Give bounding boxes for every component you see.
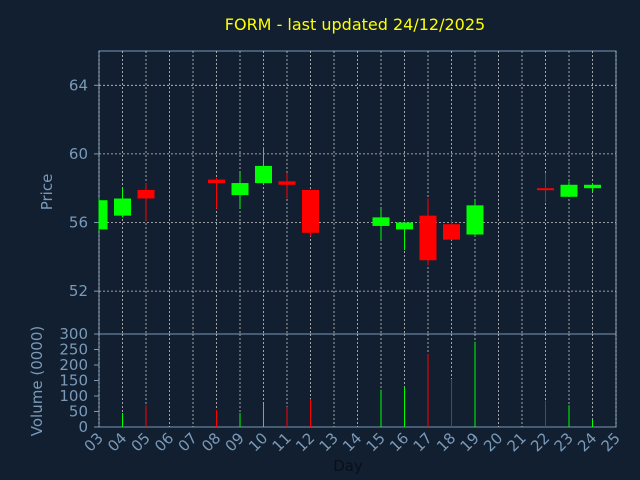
x-tick-label: 12 <box>292 429 318 455</box>
candle-03 <box>98 198 108 232</box>
candle-body <box>372 217 390 226</box>
volume-grid <box>98 334 617 427</box>
x-tick-label: 25 <box>598 429 624 455</box>
candle-body <box>419 215 437 261</box>
x-tick-label: 06 <box>151 429 177 455</box>
candle-body <box>255 165 272 184</box>
x-tick-label: 21 <box>504 429 530 455</box>
x-tick-label: 24 <box>574 429 600 455</box>
x-tick-label: 18 <box>433 429 459 455</box>
candle-24 <box>584 183 601 192</box>
candle-22 <box>537 172 554 202</box>
candle-16 <box>396 222 413 250</box>
candle-19 <box>466 200 484 237</box>
candle-05 <box>137 183 155 221</box>
candle-23 <box>560 181 578 197</box>
candle-body <box>560 184 578 197</box>
candle-08 <box>208 177 225 209</box>
price-y-ticks: 52 56 60 64 <box>69 76 99 300</box>
candle-15 <box>372 208 390 240</box>
volume-bars <box>122 341 593 427</box>
volume-tick-label: 300 <box>59 325 88 343</box>
price-tick-label: 60 <box>69 145 88 163</box>
x-tick-label: 05 <box>128 429 154 455</box>
candle-18 <box>443 219 460 240</box>
x-tick-label: 10 <box>245 429 271 455</box>
price-axis-label: Price <box>38 174 56 211</box>
x-tick-label: 22 <box>527 429 553 455</box>
x-ticks: 0304050607080910111213141516171819202122… <box>81 429 624 455</box>
x-tick-label: 15 <box>363 429 389 455</box>
x-tick-label: 13 <box>316 429 342 455</box>
candle-body <box>584 184 601 189</box>
price-tick-label: 56 <box>69 214 88 232</box>
volume-tick-label: 50 <box>69 403 88 421</box>
x-tick-label: 23 <box>551 429 577 455</box>
volume-tick-label: 250 <box>59 341 88 359</box>
candle-body <box>537 188 554 191</box>
price-panel: 52 56 60 64 Price <box>38 50 617 335</box>
x-tick-label: 19 <box>457 429 483 455</box>
candle-09 <box>231 172 249 209</box>
candle-body <box>278 181 296 185</box>
price-tick-label: 64 <box>69 76 88 94</box>
x-tick-label: 08 <box>198 429 224 455</box>
x-tick-label: 14 <box>339 429 365 455</box>
candle-body <box>302 189 319 233</box>
volume-tick-label: 200 <box>59 356 88 374</box>
x-tick-label: 07 <box>175 429 201 455</box>
volume-axis-label: Volume (0000) <box>28 326 46 436</box>
candle-body <box>231 183 249 196</box>
volume-tick-label: 0 <box>78 418 88 436</box>
candle-10 <box>255 147 272 185</box>
x-tick-label: 11 <box>269 429 295 455</box>
candle-body <box>396 222 413 230</box>
candle-11 <box>278 172 296 199</box>
candle-17 <box>419 198 437 266</box>
x-tick-label: 09 <box>222 429 248 455</box>
x-tick-label: 20 <box>480 429 506 455</box>
candle-body <box>137 189 155 199</box>
volume-tick-label: 100 <box>59 387 88 405</box>
candle-body <box>99 200 108 230</box>
candle-body <box>443 224 460 240</box>
price-tick-label: 52 <box>69 282 88 300</box>
candle-04 <box>114 188 131 218</box>
x-tick-label: 17 <box>410 429 436 455</box>
candle-body <box>208 179 225 184</box>
volume-tick-label: 150 <box>59 372 88 390</box>
candle-12 <box>302 189 319 237</box>
chart-title: FORM - last updated 24/12/2025 <box>225 15 485 34</box>
x-tick-label: 04 <box>104 429 130 455</box>
candle-body <box>466 205 484 235</box>
x-axis-label: Day <box>333 457 363 475</box>
price-grid <box>98 51 617 334</box>
candles <box>98 147 601 266</box>
x-tick-label: 16 <box>386 429 412 455</box>
candle-body <box>114 198 131 216</box>
